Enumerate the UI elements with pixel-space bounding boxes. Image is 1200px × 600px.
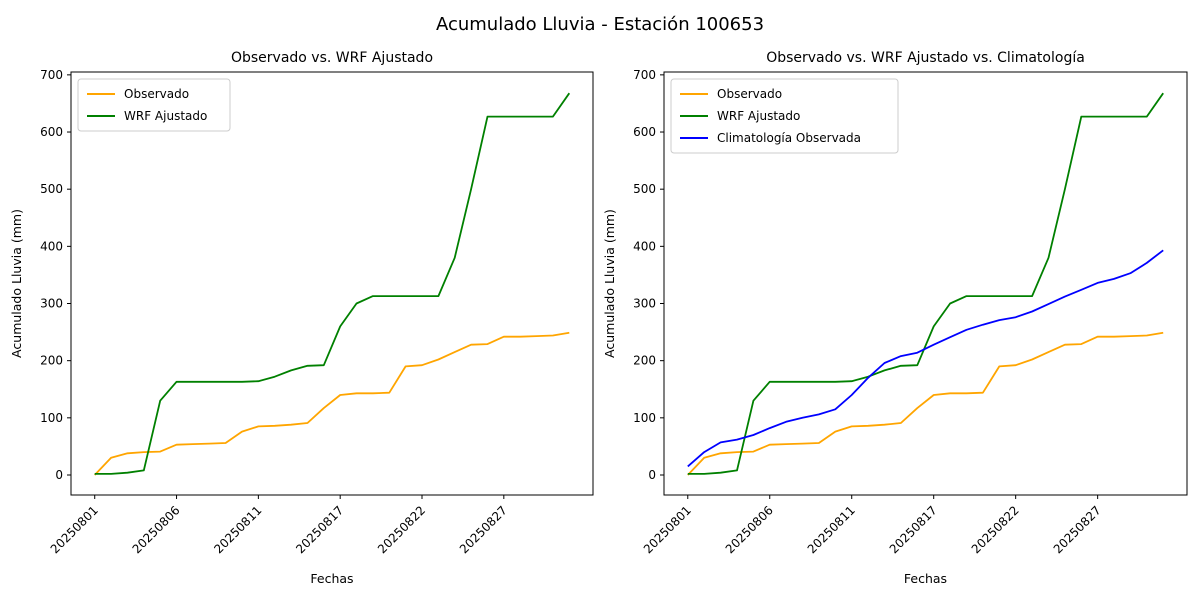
y-axis-label: Acumulado Lluvia (mm) bbox=[9, 209, 24, 358]
y-tick-label: 700 bbox=[40, 68, 63, 82]
legend-label-wrf-ajustado: WRF Ajustado bbox=[717, 109, 800, 123]
y-tick-label: 0 bbox=[55, 468, 63, 482]
x-tick-label: 20250801 bbox=[641, 503, 694, 556]
legend-box bbox=[670, 78, 899, 154]
y-tick-label: 600 bbox=[633, 125, 656, 139]
x-tick-label: 20250822 bbox=[969, 503, 1022, 556]
legend-box bbox=[77, 78, 231, 132]
series-line-climatolog-a-observada bbox=[687, 249, 1164, 468]
series-line-wrf-ajustado bbox=[687, 92, 1164, 475]
y-tick-label: 0 bbox=[648, 468, 656, 482]
axes-box bbox=[70, 71, 594, 496]
series-line-observado bbox=[94, 331, 570, 476]
legend-label-observado: Observado bbox=[717, 87, 782, 101]
subplot-title: Observado vs. WRF Ajustado vs. Climatolo… bbox=[766, 50, 1085, 66]
x-tick-label: 20250817 bbox=[293, 503, 346, 556]
y-tick-label: 100 bbox=[633, 411, 656, 425]
y-tick-label: 500 bbox=[633, 182, 656, 196]
x-tick-label: 20250811 bbox=[211, 503, 264, 556]
series-line-observado bbox=[687, 331, 1164, 476]
x-tick-label: 20250801 bbox=[48, 503, 101, 556]
y-tick-label: 700 bbox=[633, 68, 656, 82]
legend-label-wrf-ajustado: WRF Ajustado bbox=[124, 109, 207, 123]
x-tick-label: 20250822 bbox=[375, 503, 428, 556]
series-line-wrf-ajustado bbox=[94, 92, 571, 475]
x-tick-label: 20250811 bbox=[805, 503, 858, 556]
y-tick-label: 400 bbox=[633, 239, 656, 253]
x-axis-label: Fechas bbox=[904, 571, 947, 586]
y-tick-label: 400 bbox=[40, 239, 63, 253]
y-tick-label: 300 bbox=[40, 297, 63, 311]
y-tick-label: 200 bbox=[633, 354, 656, 368]
x-axis-label: Fechas bbox=[310, 571, 353, 586]
x-tick-label: 20250827 bbox=[457, 503, 510, 556]
legend-label-climatolog-a-observada: Climatología Observada bbox=[717, 131, 861, 145]
y-tick-label: 300 bbox=[633, 297, 656, 311]
y-tick-label: 500 bbox=[40, 182, 63, 196]
x-tick-label: 20250817 bbox=[887, 503, 940, 556]
figure-title: Acumulado Lluvia - Estación 100653 bbox=[435, 14, 765, 35]
y-axis-label: Acumulado Lluvia (mm) bbox=[602, 209, 617, 358]
y-tick-label: 200 bbox=[40, 354, 63, 368]
y-tick-label: 600 bbox=[40, 125, 63, 139]
subplot-title: Observado vs. WRF Ajustado bbox=[231, 50, 433, 66]
x-tick-label: 20250806 bbox=[723, 503, 776, 556]
x-tick-label: 20250806 bbox=[130, 503, 183, 556]
legend-label-observado: Observado bbox=[124, 87, 189, 101]
x-tick-label: 20250827 bbox=[1051, 503, 1104, 556]
y-tick-label: 100 bbox=[40, 411, 63, 425]
